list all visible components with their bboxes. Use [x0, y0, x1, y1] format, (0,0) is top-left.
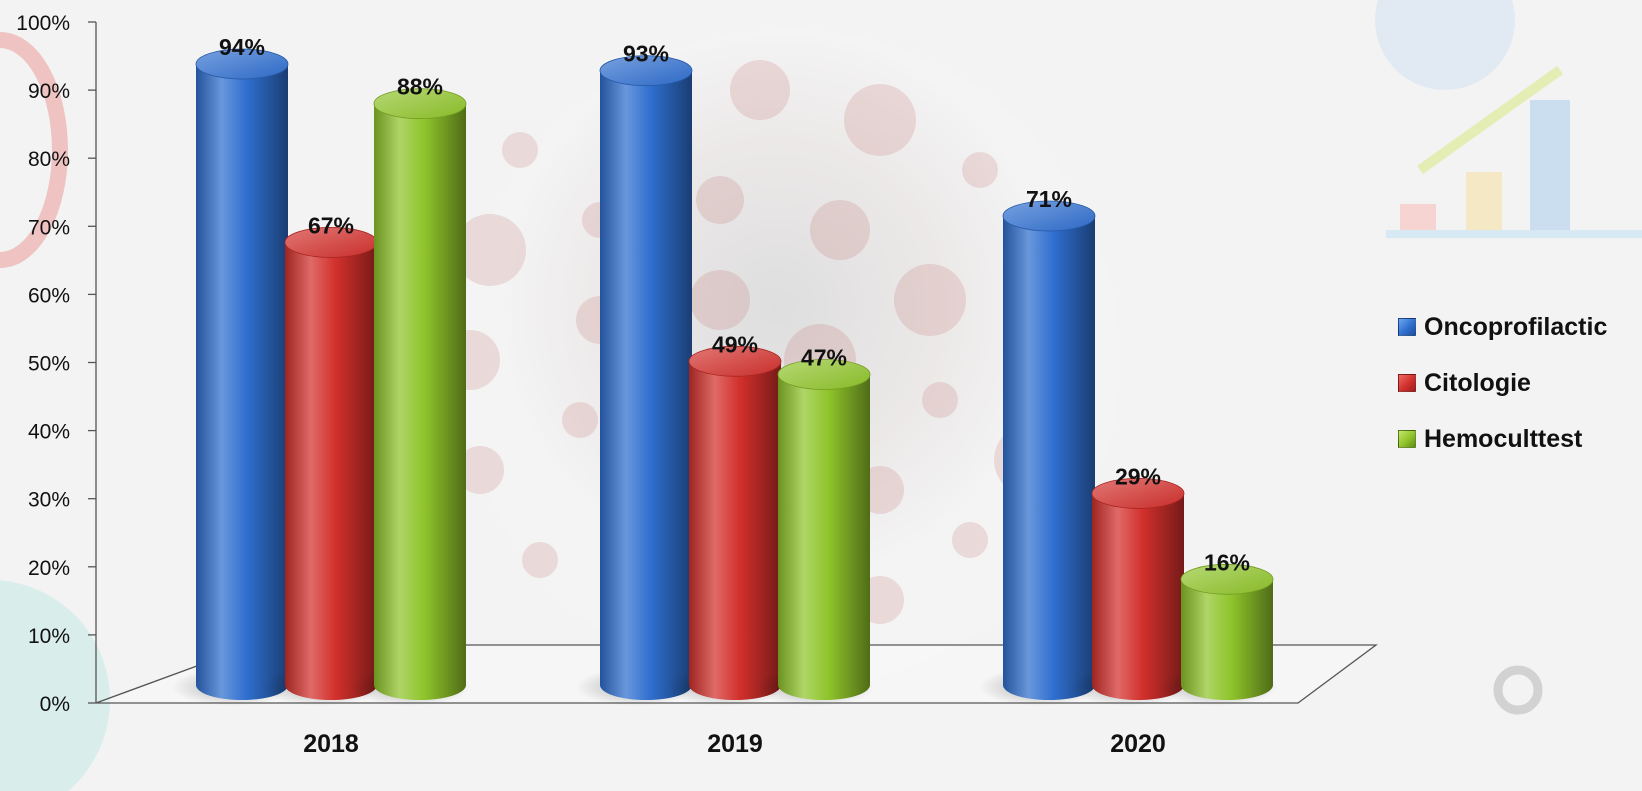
legend-item-oncoprofilactic: Oncoprofilactic: [1398, 312, 1607, 342]
virus-spike: [454, 214, 526, 286]
virus-spike: [690, 270, 750, 330]
bar-top: [688, 345, 782, 377]
decorative-bar: [1530, 100, 1570, 230]
bar-body: [600, 70, 692, 700]
data-label: 71%: [1026, 186, 1072, 212]
y-tick-label: 100%: [16, 12, 70, 35]
legend-label-oncoprofilactic: Oncoprofilactic: [1424, 312, 1608, 341]
bar-body: [778, 374, 870, 700]
decorative-arc: [0, 32, 68, 268]
bar: [1157, 563, 1277, 706]
chart-labels: 2018 94% 67% 88% 2019 93% 49% 47% 2020 71% 29% 16%: [219, 34, 1250, 758]
bar-body: [374, 103, 466, 700]
bar-top: [599, 55, 693, 87]
data-label: 47%: [801, 345, 847, 371]
data-label: 88%: [397, 74, 443, 100]
virus-spike: [522, 542, 558, 578]
bar: [261, 227, 381, 706]
bar-top: [1180, 563, 1274, 595]
bar-body: [285, 242, 377, 700]
bar: [172, 48, 292, 706]
y-tick-label: 40%: [28, 421, 70, 444]
virus-spike: [962, 152, 998, 188]
bar-top: [1091, 478, 1185, 509]
legend-item-citologie: Citologie: [1398, 368, 1607, 398]
y-tick-label: 80%: [28, 148, 70, 171]
y-tick-label: 20%: [28, 557, 70, 580]
decorative-bar: [1466, 172, 1502, 230]
decorative-bar: [1400, 204, 1436, 230]
bar: [1068, 478, 1188, 706]
virus-spike: [730, 60, 790, 120]
x-category-label: 2020: [1110, 730, 1166, 758]
virus-spike: [696, 176, 744, 224]
y-tick-label: 0%: [40, 693, 70, 716]
virus-spike: [844, 84, 916, 156]
y-tick-label: 50%: [28, 353, 70, 376]
bar-top: [1002, 200, 1096, 232]
decorative-baseline: [1386, 230, 1642, 238]
virus-spike: [456, 446, 504, 494]
legend-item-hemoculttest: Hemoculttest: [1398, 424, 1607, 454]
virus-spike: [922, 382, 958, 418]
y-tick-label: 10%: [28, 625, 70, 648]
virus-spike: [810, 200, 870, 260]
data-label: 93%: [623, 41, 669, 67]
legend-label-hemoculttest: Hemoculttest: [1424, 424, 1583, 453]
bar-body: [1181, 579, 1273, 700]
bar-top: [195, 48, 289, 80]
bar: [350, 88, 470, 706]
virus-spike: [502, 132, 538, 168]
x-category-label: 2019: [707, 730, 763, 758]
bar-top: [373, 88, 467, 120]
data-label: 16%: [1204, 549, 1250, 575]
data-label: 67%: [308, 212, 354, 238]
data-label: 29%: [1115, 463, 1161, 489]
bar-body: [1092, 493, 1184, 700]
legend-swatch-hemoculttest: [1398, 430, 1416, 448]
legend-swatch-citologie: [1398, 374, 1416, 392]
bar-body: [1003, 215, 1095, 700]
bar-top: [777, 359, 871, 390]
decorative-circle: [0, 580, 110, 791]
x-category-label: 2018: [303, 730, 359, 758]
virus-spike: [894, 264, 966, 336]
bar: [754, 359, 874, 706]
bar: [979, 200, 1099, 706]
data-label: 94%: [219, 34, 265, 60]
y-tick-label: 90%: [28, 80, 70, 103]
decorative-pie: [1375, 0, 1515, 90]
bar-body: [689, 361, 781, 700]
y-tick-label: 30%: [28, 489, 70, 512]
chart-bars: [172, 48, 1277, 706]
data-label: 49%: [712, 331, 758, 357]
decorative-ring: [1493, 665, 1543, 715]
legend-swatch-oncoprofilactic: [1398, 318, 1416, 336]
bar-body: [196, 64, 288, 700]
chart-legend: Oncoprofilactic Citologie Hemoculttest: [1398, 312, 1607, 454]
y-tick-label: 70%: [28, 216, 70, 239]
bar: [665, 345, 785, 706]
virus-spike: [952, 522, 988, 558]
y-tick-label: 60%: [28, 284, 70, 307]
virus-spike: [562, 402, 598, 438]
legend-label-citologie: Citologie: [1424, 368, 1531, 397]
bar: [576, 55, 696, 706]
decorative-trend-line: [1417, 65, 1563, 175]
